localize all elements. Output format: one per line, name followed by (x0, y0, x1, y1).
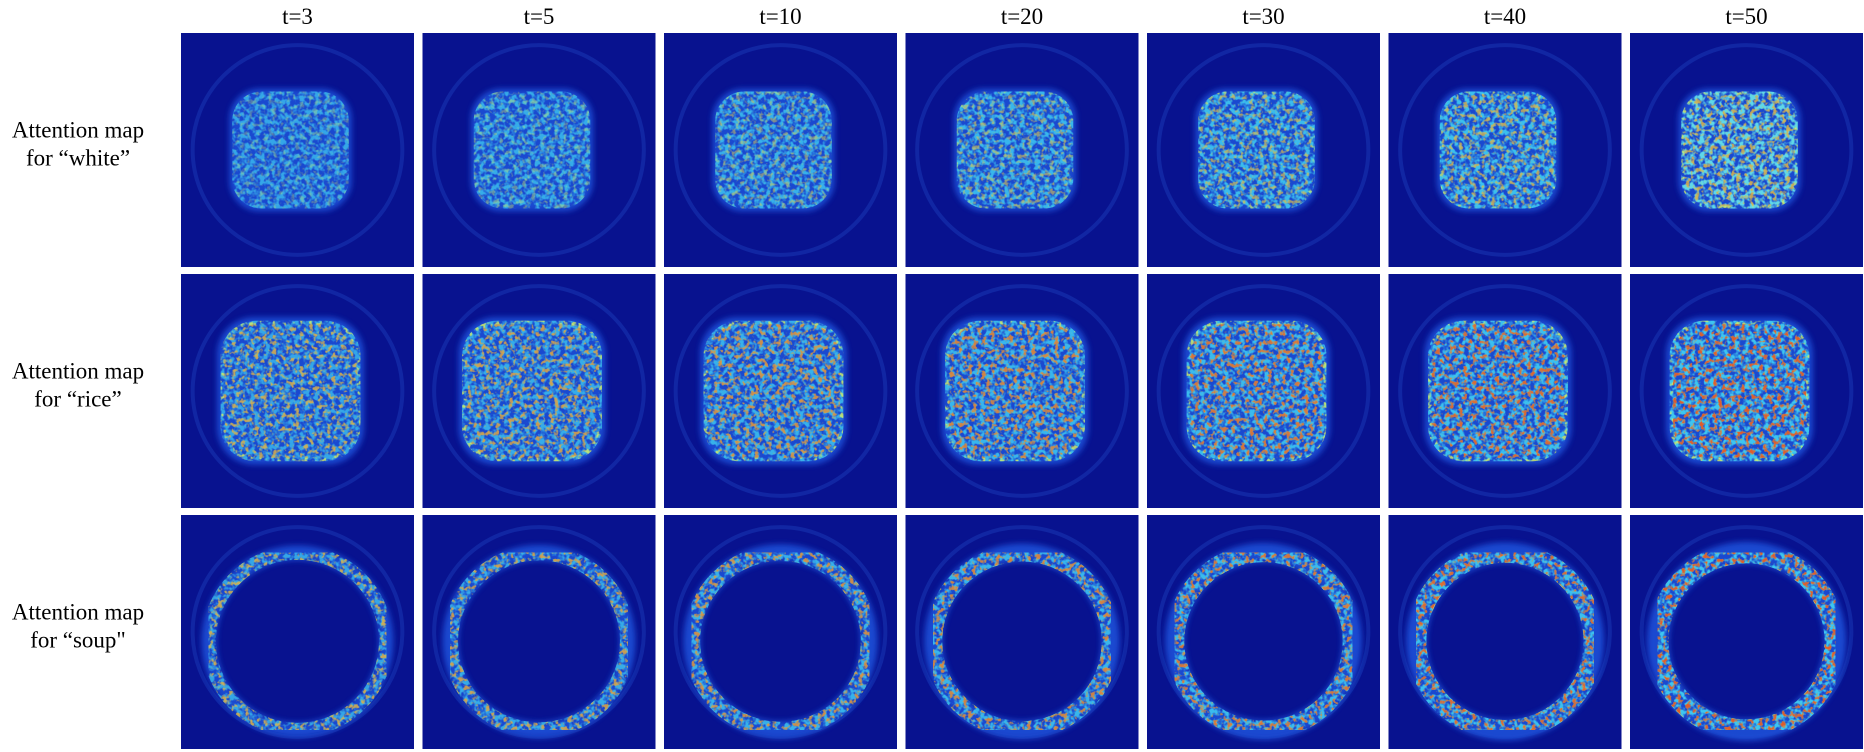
map-content (181, 33, 414, 267)
plate-ring (673, 43, 888, 257)
attention-map (422, 274, 656, 508)
attention-ring (1407, 543, 1603, 740)
attention-blob (232, 91, 349, 209)
map-content (1147, 33, 1380, 267)
row-label: Attention map (12, 599, 144, 624)
plate-ring (190, 43, 405, 257)
plate-ring (1156, 284, 1371, 498)
map-content (1147, 515, 1380, 749)
attention-map (422, 33, 656, 267)
attention-map (905, 515, 1139, 749)
map-content (1630, 515, 1863, 749)
map-content (905, 33, 1139, 267)
attention-blob (959, 94, 1071, 206)
map-content (664, 515, 897, 749)
attention-map (664, 515, 897, 749)
row-label: for “soup" (30, 627, 126, 652)
attention-map (1147, 515, 1380, 749)
plate-ring (432, 43, 646, 257)
attention-ring (684, 545, 877, 738)
map-content (181, 274, 414, 508)
attention-blob (473, 91, 591, 209)
map-content (422, 515, 656, 749)
attention-map (1630, 274, 1863, 508)
plate-ring (1398, 43, 1612, 257)
attention-blob (948, 324, 1082, 458)
attention-map (422, 515, 656, 749)
map-content (1388, 515, 1622, 749)
map-content (1147, 274, 1380, 508)
column-label: t=20 (1001, 4, 1043, 29)
plate-ring (1156, 43, 1371, 257)
plate-ring (1639, 284, 1854, 498)
plate-ring (190, 284, 405, 498)
attention-blob (224, 324, 357, 458)
attention-blob (1684, 94, 1795, 206)
attention-ring (1647, 542, 1846, 740)
attention-map (905, 33, 1139, 267)
plate-ring (1639, 43, 1854, 257)
attention-map (905, 274, 1139, 508)
attention-map (1388, 515, 1622, 749)
map-content (1388, 274, 1622, 508)
map-content (422, 274, 656, 508)
attention-map (664, 33, 897, 267)
row-label: for “rice” (34, 386, 121, 411)
attention-blob (1190, 324, 1323, 458)
row-label: Attention map (12, 117, 144, 142)
map-content (1630, 33, 1863, 267)
attention-ring (202, 546, 393, 737)
attention-map (181, 515, 414, 749)
plate-ring (1398, 284, 1612, 498)
attention-ring (1166, 543, 1361, 739)
attention-ring (925, 544, 1119, 739)
map-content (905, 515, 1139, 749)
attention-map (664, 274, 897, 508)
attention-blob (1431, 324, 1565, 458)
row-label: Attention map (12, 358, 144, 383)
attention-map (1388, 33, 1622, 267)
attention-map (181, 33, 414, 267)
attention-blob (1442, 94, 1554, 206)
column-label: t=30 (1242, 4, 1284, 29)
attention-blob (1673, 324, 1806, 458)
column-label: t=3 (282, 4, 313, 29)
plate-ring (915, 43, 1129, 257)
map-content (664, 33, 897, 267)
column-label: t=50 (1725, 4, 1767, 29)
row-label: for “white” (26, 145, 130, 170)
plate-ring (432, 284, 646, 498)
map-content (664, 274, 897, 508)
attention-blob (707, 324, 840, 458)
attention-map (1630, 515, 1863, 749)
plate-ring (915, 284, 1129, 498)
attention-blob (1201, 94, 1312, 206)
column-label: t=40 (1484, 4, 1526, 29)
attention-map (1147, 33, 1380, 267)
plate-ring (673, 284, 888, 498)
map-content (422, 33, 656, 267)
attention-ring (443, 545, 635, 738)
attention-blob (465, 324, 599, 458)
attention-blob (718, 94, 829, 206)
column-label: t=10 (759, 4, 801, 29)
map-content (1388, 33, 1622, 267)
attention-map (1630, 33, 1863, 267)
attention-map (1147, 274, 1380, 508)
attention-map (181, 274, 414, 508)
map-content (905, 274, 1139, 508)
map-content (181, 515, 414, 749)
map-content (1630, 274, 1863, 508)
attention-map (1388, 274, 1622, 508)
column-label: t=5 (524, 4, 555, 29)
